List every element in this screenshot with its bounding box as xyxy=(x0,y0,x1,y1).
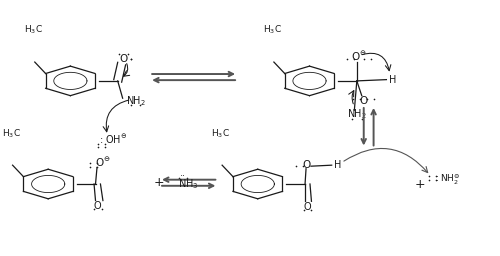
Text: H$_3$C: H$_3$C xyxy=(212,127,230,140)
Text: $\mathdefault{O}$: $\mathdefault{O}$ xyxy=(359,94,368,106)
Text: H: H xyxy=(388,74,396,85)
Text: $\mathdefault{O}^{\ominus}$: $\mathdefault{O}^{\ominus}$ xyxy=(352,50,367,63)
Text: $\mathdefault{O}$: $\mathdefault{O}$ xyxy=(302,158,312,170)
Text: $\mathdefault{O}$: $\mathdefault{O}$ xyxy=(119,52,128,64)
Text: +: + xyxy=(154,176,164,189)
Text: $\ddot{\mathrm{N}}\mathrm{H}_3$: $\ddot{\mathrm{N}}\mathrm{H}_3$ xyxy=(178,174,199,191)
Text: $\mathdefault{O}$: $\mathdefault{O}$ xyxy=(303,200,312,212)
Text: +: + xyxy=(415,177,426,190)
Text: NH$_2$: NH$_2$ xyxy=(347,107,367,121)
Text: $\mathdefault{:NH}_2^{\ominus}$: $\mathdefault{:NH}_2^{\ominus}$ xyxy=(434,173,461,187)
Text: H$_3$C: H$_3$C xyxy=(263,24,282,36)
Text: $\mathdefault{O}$: $\mathdefault{O}$ xyxy=(94,199,102,211)
Text: $\mathdefault{O}^{\ominus}$: $\mathdefault{O}^{\ominus}$ xyxy=(95,156,110,169)
Text: H$_3$C: H$_3$C xyxy=(24,24,43,36)
Text: H: H xyxy=(334,160,342,170)
Text: NH$_2$: NH$_2$ xyxy=(126,94,146,108)
Text: $\mathdefault{:OH}^{\ominus}$: $\mathdefault{:OH}^{\ominus}$ xyxy=(98,133,127,146)
Text: H$_3$C: H$_3$C xyxy=(2,127,20,140)
